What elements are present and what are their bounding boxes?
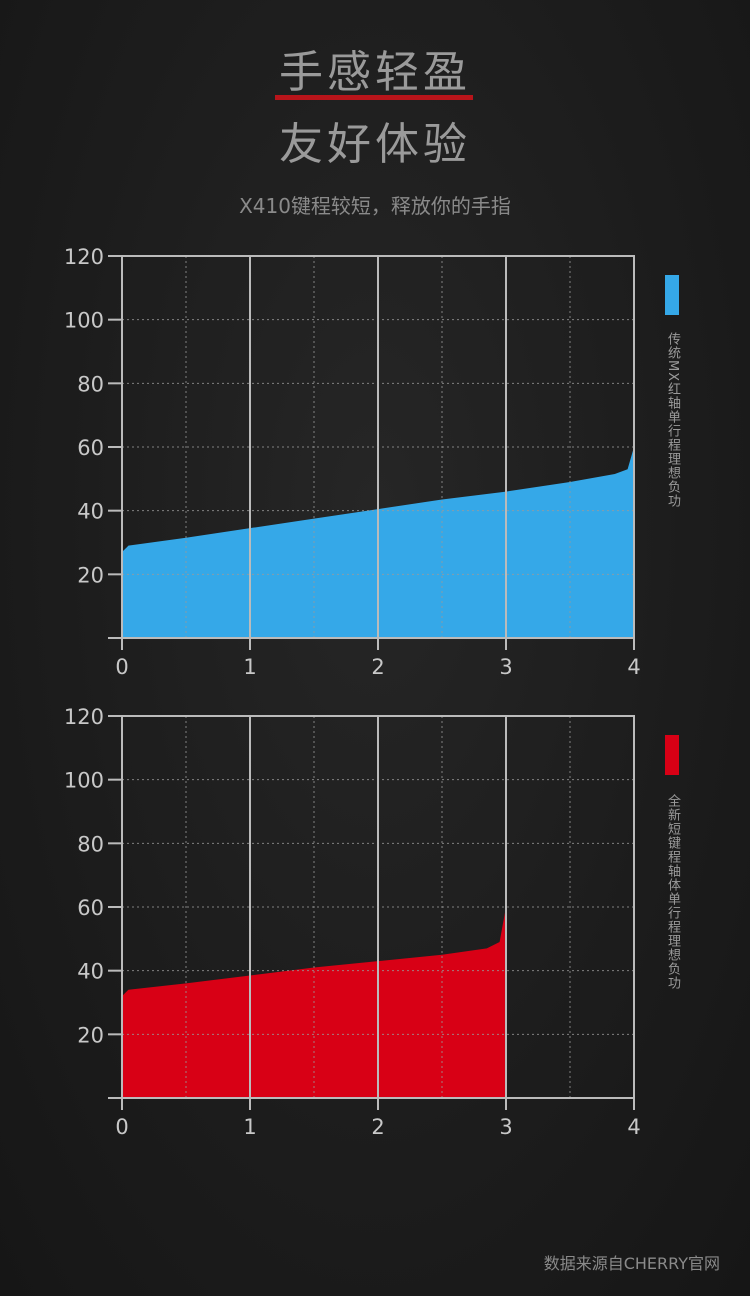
legend-label-traditional: 传统MX红轴单行程理想负功 [665,332,680,509]
y-tick-label: 20 [77,563,104,587]
x-tick-label: 3 [499,1115,512,1139]
title-line-1: 手感轻盈 [279,47,471,98]
legend-swatch-red [665,735,679,775]
legend-label-short-travel: 全新短键程轴体单行程理想负功 [665,794,680,990]
y-tick-label: 80 [77,832,104,856]
y-tick-label: 80 [77,372,104,396]
x-tick-label: 2 [371,655,384,679]
title-line-2: 友好体验 [279,119,471,170]
subtitle: X410键程较短，释放你的手指 [239,194,511,218]
x-tick-label: 0 [115,1115,128,1139]
data-source-note: 数据来源自CHERRY官网 [543,1254,720,1273]
y-tick-label: 120 [64,705,104,729]
title-divider [275,95,473,100]
x-tick-label: 2 [371,1115,384,1139]
y-tick-label: 60 [77,896,104,920]
y-tick-label: 20 [77,1023,104,1047]
y-tick-label: 120 [64,245,104,269]
y-tick-label: 60 [77,436,104,460]
x-tick-label: 4 [627,1115,640,1139]
x-tick-label: 0 [115,655,128,679]
chart-short-travel: 20 40 60 80 100 120 0 1 2 3 4 [64,705,641,1139]
x-tick-label: 4 [627,655,640,679]
y-tick-label: 100 [64,769,104,793]
y-tick-label: 40 [77,960,104,984]
x-tick-label: 1 [243,1115,256,1139]
x-tick-label: 1 [243,655,256,679]
x-tick-label: 3 [499,655,512,679]
y-tick-label: 40 [77,500,104,524]
y-tick-label: 100 [64,309,104,333]
chart-traditional: 20 40 60 80 100 120 0 1 2 3 4 [64,245,641,679]
legend-swatch-blue [665,275,679,315]
